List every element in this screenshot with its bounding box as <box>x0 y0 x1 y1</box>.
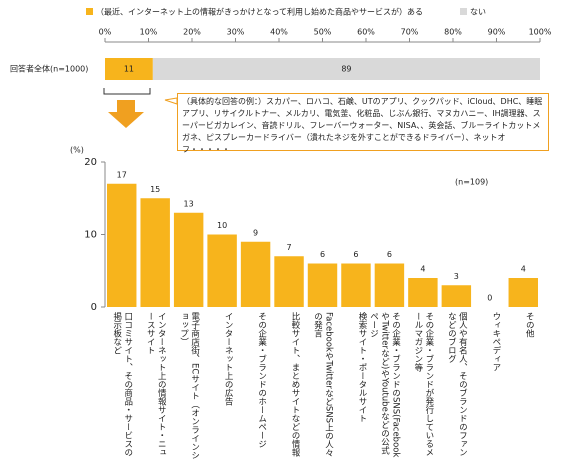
x-tick-label: 50% <box>314 28 332 37</box>
x-tick-label: 30% <box>227 28 245 37</box>
bracket <box>103 88 151 95</box>
x-tick-label: 80% <box>444 28 462 37</box>
x-tick-label: その他 <box>524 312 535 338</box>
x-tick-label: 個人や有名人、そのブランドのファンなどのブログ <box>446 312 468 457</box>
x-tick-label: インターネット上の広告 <box>223 312 234 406</box>
bar <box>307 263 338 307</box>
x-tick-label: 90% <box>488 28 506 37</box>
x-tick-label: その企業・ブランドのホームページ <box>256 312 267 448</box>
bar-segment <box>152 58 540 80</box>
bar <box>107 183 137 307</box>
y-axis-label: (%) <box>70 146 84 155</box>
y-tick-label: 0 <box>91 302 97 313</box>
bar <box>341 263 371 307</box>
legend-swatch <box>86 8 93 15</box>
x-tick-label: 電子商店街、ECサイト（オンラインショップ） <box>178 312 200 460</box>
value-label: 15 <box>150 185 160 194</box>
x-tick-label: 20% <box>183 28 201 37</box>
bar <box>374 263 405 307</box>
x-tick-label: その企業・ブランドのSNS(FacebookやTwitterなど)やYoutub… <box>368 312 401 458</box>
bar <box>140 198 170 307</box>
annotation: (n=109) <box>455 178 488 187</box>
value-label: 7 <box>286 243 291 252</box>
category-label: 回答者全体(n=1000) <box>10 64 88 74</box>
x-tick-label: 40% <box>270 28 288 37</box>
bar <box>173 212 204 307</box>
value-label: 89 <box>341 65 351 74</box>
x-tick-label: ウィキペディア <box>490 312 501 372</box>
value-label: 10 <box>217 221 227 230</box>
bar-segment <box>105 58 153 80</box>
bar <box>274 256 304 307</box>
value-label: 17 <box>117 170 127 179</box>
value-label: 11 <box>124 65 134 74</box>
arrow <box>108 100 144 128</box>
callout: （具体的な回答の例：）スカパー、ロハコ、石鹸、UTのアプリ、クックパッド、iCl… <box>177 93 549 154</box>
legend-label: ない <box>470 8 486 17</box>
bar <box>508 278 538 307</box>
x-tick-label: 検索サイト・ポータルサイト <box>356 312 367 423</box>
value-label: 6 <box>320 250 325 259</box>
value-label: 3 <box>454 272 459 281</box>
bar <box>207 234 237 307</box>
value-label: 6 <box>387 250 392 259</box>
legend-label: （最近、インターネット上の情報がきっかけとなって利用し始めた商品やサービスが）あ… <box>96 7 423 17</box>
value-label: 13 <box>184 199 194 208</box>
bar <box>408 278 438 307</box>
y-tick-label: 20 <box>84 157 97 168</box>
x-tick-label: 比較サイト、まとめサイトなどの情報 <box>290 312 301 457</box>
x-tick-label: FacebookやTwitterなどSNS上の人々の発言 <box>312 312 334 458</box>
y-tick-label: 10 <box>84 230 97 241</box>
x-tick-label: 60% <box>357 28 375 37</box>
x-tick-label: 10% <box>140 28 158 37</box>
value-label: 6 <box>353 250 358 259</box>
value-label: 4 <box>521 265 526 274</box>
bar <box>441 285 472 307</box>
legend-swatch <box>460 8 467 15</box>
x-tick-label: インターネット上の情報サイト・ニュースサイト <box>145 312 167 457</box>
callout-pointer <box>164 97 178 105</box>
x-tick-label: 口コミサイト、その商品・サービスの掲示板など <box>111 312 133 457</box>
x-tick-label: 100% <box>529 28 552 37</box>
x-tick-label: 0% <box>99 28 112 37</box>
bar <box>240 241 271 307</box>
value-label: 9 <box>253 228 258 237</box>
value-label: 0 <box>487 294 492 303</box>
value-label: 4 <box>420 265 425 274</box>
x-tick-label: その企業・ブランドが発行しているメールマガジン等 <box>412 312 434 457</box>
x-tick-label: 70% <box>401 28 419 37</box>
